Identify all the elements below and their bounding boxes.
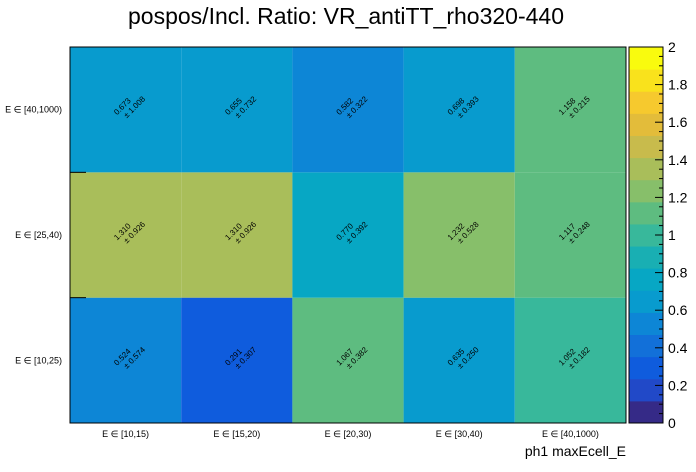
colorbar-swatch: [629, 69, 663, 92]
colorbar-swatch: [629, 334, 663, 358]
heatmap-cell: [292, 172, 404, 298]
heatmap-cell: [514, 172, 626, 298]
colorbar-swatch: [629, 356, 663, 380]
x-tick-label: E ∈ [30,40): [436, 429, 483, 439]
heatmap-cells: [70, 47, 626, 423]
x-tick-label: E ∈ [40,1000): [542, 429, 599, 439]
color-scale: 0 0.2 0.4 0.6 0.8 1 1.2 1.4 1.6 1.8 2: [628, 39, 688, 431]
colorbar-swatch: [629, 378, 663, 402]
colorbar-tick-label: 0.6: [668, 302, 688, 318]
heatmap-cell: [403, 297, 515, 423]
x-tick-label: E ∈ [10,15): [102, 429, 149, 439]
colorbar-swatch: [629, 91, 663, 114]
colorbar-swatch: [629, 201, 663, 225]
heatmap-cell: [181, 172, 293, 298]
y-tick-label: E ∈ [40,1000): [5, 105, 62, 115]
x-axis: E ∈ [10,15) E ∈ [15,20) E ∈ [20,30) E ∈ [30…: [102, 429, 599, 439]
x-axis-title: ph1 maxEcell_E: [525, 443, 626, 459]
heatmap-cell: [70, 172, 182, 298]
chart-title: pospos/Incl. Ratio: VR_antiTT_rho320-440: [128, 3, 564, 29]
colorbar-tick-label: 0.4: [668, 340, 688, 356]
heatmap-cell: [403, 172, 515, 298]
colorbar-tick-label: 0.8: [668, 265, 688, 281]
colorbar-swatch: [629, 223, 663, 247]
heatmap-cell: [403, 47, 515, 173]
colorbar-swatch: [629, 157, 663, 181]
colorbar-swatch: [629, 179, 663, 203]
x-tick-label: E ∈ [15,20): [213, 429, 260, 439]
y-tick-label: E ∈ [25,40): [15, 230, 62, 240]
heatmap-cell: [292, 47, 404, 173]
colorbar-tick-label: 0: [668, 415, 676, 431]
colorbar-tick-label: 1.4: [668, 152, 688, 168]
heatmap-cell: [70, 47, 182, 173]
heatmap-cell: [181, 297, 293, 423]
y-axis: E ∈ [10,25) E ∈ [25,40) E ∈ [40,1000): [5, 105, 86, 365]
x-tick-label: E ∈ [20,30): [325, 429, 372, 439]
colorbar-swatch: [629, 400, 663, 424]
colorbar-tick-label: 1: [668, 227, 676, 243]
heatmap-cell: [514, 47, 626, 173]
colorbar-swatch: [629, 290, 663, 313]
colorbar-tick-label: 1.8: [668, 77, 688, 93]
colorbar-tick-label: 0.2: [668, 377, 688, 393]
y-tick-label: E ∈ [10,25): [15, 355, 62, 365]
colorbar-swatch: [629, 312, 663, 336]
plot-frame: [69, 46, 627, 424]
colorbar-swatch: [629, 246, 663, 269]
colorbar-tick-label: 1.6: [668, 114, 688, 130]
heatmap-cell: [514, 297, 626, 423]
colorbar-swatch: [629, 268, 663, 291]
heatmap-cell: [292, 297, 404, 423]
colorbar-tick-label: 1.2: [668, 189, 688, 205]
colorbar-swatch: [629, 47, 663, 70]
colorbar-swatch: [629, 113, 663, 136]
colorbar-swatch: [629, 135, 663, 159]
heatmap-cell: [181, 47, 293, 173]
heatmap-cell: [70, 297, 182, 423]
colorbar-tick-label: 2: [668, 39, 676, 55]
